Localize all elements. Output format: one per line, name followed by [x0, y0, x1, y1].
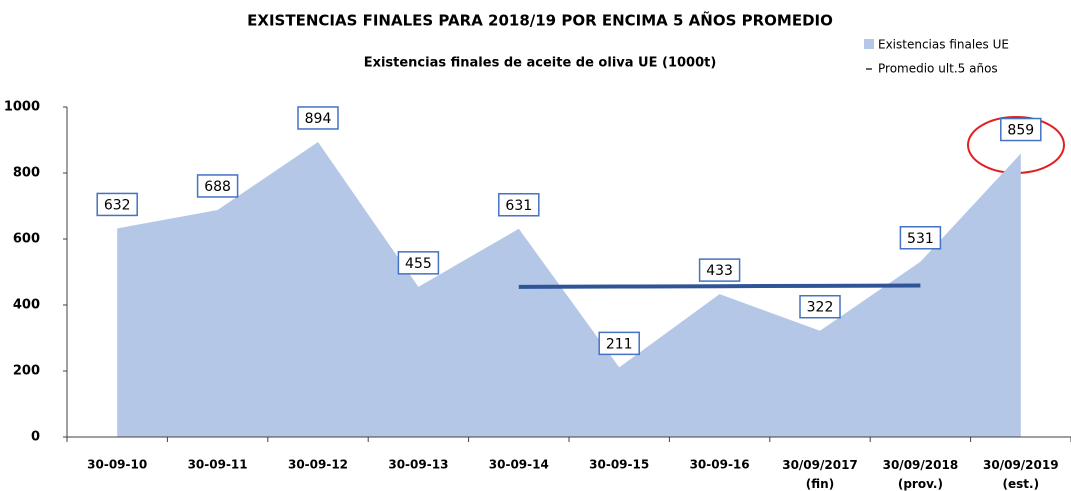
value-label-box: [899, 226, 942, 250]
value-label-box: [1000, 117, 1042, 142]
value-label-box: [397, 251, 440, 275]
value-label: 455: [405, 256, 432, 272]
legend-label: Promedio ult.5 años: [878, 62, 998, 76]
x-tick-label: 30-09-14: [489, 458, 549, 472]
value-label: 531: [907, 231, 934, 247]
x-tick-label: 30-09-16: [690, 458, 750, 472]
x-tick-label: 30/09/2018 (prov.): [883, 458, 959, 491]
x-tick-label: 30/09/2017 (fin): [782, 458, 858, 491]
x-tick-label: 30-09-15: [589, 458, 649, 472]
value-label: 859: [1007, 123, 1034, 139]
value-label-box: [598, 331, 640, 356]
value-label: 894: [305, 111, 332, 127]
chart-title: EXISTENCIAS FINALES PARA 2018/19 POR ENC…: [247, 11, 833, 30]
y-tick-label: 400: [13, 298, 40, 313]
value-label-box: [799, 294, 841, 319]
value-label-box: [498, 193, 540, 217]
value-label: 433: [706, 263, 733, 279]
y-tick-label: 800: [13, 166, 40, 181]
value-label-box: [196, 174, 239, 198]
y-tick-label: 1000: [4, 100, 40, 115]
area: [117, 141, 1021, 438]
chart-subtitle: Existencias finales de aceite de oliva U…: [364, 56, 717, 71]
y-tick-label: 200: [13, 364, 40, 379]
value-label: 632: [104, 197, 131, 213]
value-label: 688: [204, 179, 231, 195]
x-tick-label: 30-09-11: [188, 458, 248, 472]
legend-swatch: [864, 39, 874, 49]
x-tick-label: 30-09-12: [288, 458, 348, 472]
average-line: [518, 283, 921, 289]
y-tick-label: 600: [13, 232, 40, 247]
value-label-box: [297, 106, 339, 130]
value-label-box: [96, 192, 138, 217]
value-label: 211: [606, 336, 633, 352]
x-tick-label: 30/09/2019 (est.): [983, 458, 1059, 491]
x-tick-label: 30-09-13: [388, 458, 448, 472]
value-label: 631: [505, 198, 532, 214]
legend-label: Existencias finales UE: [878, 38, 1009, 52]
value-label-box: [698, 258, 741, 282]
x-tick-label: 30-09-10: [87, 458, 147, 472]
y-tick-label: 0: [31, 430, 40, 445]
value-label: 322: [807, 300, 834, 316]
